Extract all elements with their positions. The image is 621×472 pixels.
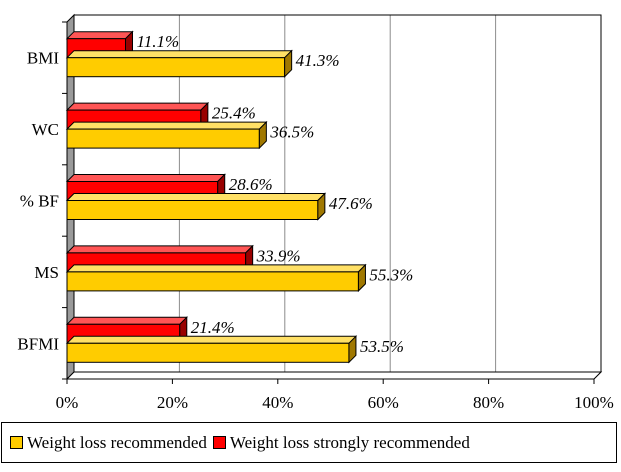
legend: Weight loss recommended Weight loss stro… <box>1 422 617 463</box>
bar-recommended <box>66 128 260 149</box>
legend-item-recommended: Weight loss recommended <box>10 433 207 453</box>
category-label: MS <box>34 263 59 282</box>
bar-recommended-side <box>284 49 293 78</box>
bar-chart: 0% 20% 40% 60% 80% 100% BMI 11.1% 41.3% WC 25.4% 36… <box>17 13 614 412</box>
category-label: % BF <box>20 192 59 211</box>
x-tick-label: 0% <box>56 393 79 412</box>
floor <box>65 371 603 380</box>
category-label: BFMI <box>17 334 59 353</box>
bar-recommended-side <box>317 192 326 221</box>
bar-recommended-side <box>357 263 366 293</box>
data-label-strongly-recommended: 11.1% <box>136 32 179 51</box>
bar-recommended-top <box>65 121 268 130</box>
legend-label-recommended: Weight loss recommended <box>27 432 207 452</box>
bar-recommended-side <box>258 120 267 150</box>
legend-item-strongly-recommended: Weight loss strongly recommended <box>212 432 470 453</box>
bar-recommended-top <box>65 193 327 201</box>
bar-recommended-top <box>65 264 367 273</box>
data-label-strongly-recommended: 21.4% <box>191 318 235 337</box>
data-label-recommended: 36.5% <box>269 123 314 142</box>
bar-strongly-recommended-top <box>65 316 188 325</box>
x-tick-label: 80% <box>473 393 504 412</box>
x-tick-label: 60% <box>368 393 399 412</box>
category-label: WC <box>32 120 59 139</box>
data-label-recommended: 47.6% <box>329 194 373 213</box>
bar-recommended <box>66 57 286 78</box>
bar-strongly-recommended-top <box>65 245 254 254</box>
bar-recommended-top <box>65 50 293 59</box>
bar-recommended-top <box>65 335 358 344</box>
bar-recommended-side <box>348 335 357 364</box>
data-label-recommended: 55.3% <box>369 265 413 284</box>
legend-label-strongly-recommended: Weight loss strongly recommended <box>229 432 470 452</box>
bar-strongly-recommended-top <box>65 102 210 111</box>
bar-recommended <box>66 342 350 363</box>
category-label: BMI <box>27 49 59 68</box>
data-label-strongly-recommended: 25.4% <box>212 104 256 123</box>
bar-recommended <box>66 200 319 220</box>
x-tick-label: 40% <box>262 393 293 412</box>
legend-swatch-recommended <box>10 436 23 449</box>
bar-strongly-recommended-top <box>65 174 226 182</box>
x-tick-label: 100% <box>574 393 614 412</box>
bar-recommended <box>66 271 359 292</box>
data-label-recommended: 53.5% <box>360 337 404 356</box>
data-label-strongly-recommended: 28.6% <box>229 175 273 194</box>
legend-swatch-strongly-recommended <box>212 436 226 449</box>
bar-strongly-recommended-top <box>65 31 134 40</box>
data-label-recommended: 41.3% <box>296 51 340 70</box>
data-label-strongly-recommended: 33.9% <box>256 246 301 265</box>
plot-area: 0% 20% 40% 60% 80% 100% BMI 11.1% 41.3% WC 25.4% 36… <box>17 13 614 412</box>
x-tick-label: 20% <box>157 393 188 412</box>
